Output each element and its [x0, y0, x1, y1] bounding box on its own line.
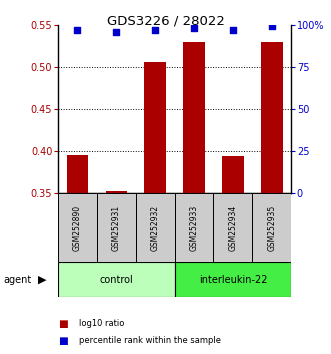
Bar [58, 262, 174, 297]
Text: interleukin-22: interleukin-22 [199, 275, 267, 285]
Bar [144, 62, 166, 193]
Text: GSM252933: GSM252933 [190, 204, 199, 251]
Text: GSM252932: GSM252932 [151, 204, 160, 251]
Point [153, 27, 158, 33]
Text: GSM252890: GSM252890 [73, 204, 82, 251]
Bar [67, 155, 88, 193]
Text: ■: ■ [58, 319, 68, 329]
Bar [183, 42, 205, 193]
Text: ▶: ▶ [38, 275, 47, 285]
Point [269, 24, 274, 29]
Text: ■: ■ [58, 336, 68, 346]
Bar [97, 193, 136, 262]
Bar [261, 42, 283, 193]
Bar [136, 193, 174, 262]
Point [114, 29, 119, 34]
Text: GSM252935: GSM252935 [267, 204, 276, 251]
Bar [222, 156, 244, 193]
Text: percentile rank within the sample: percentile rank within the sample [79, 336, 221, 345]
Bar [213, 193, 252, 262]
Bar [58, 193, 97, 262]
Point [191, 25, 197, 31]
Text: agent: agent [3, 275, 31, 285]
Point [230, 27, 236, 33]
Text: GSM252934: GSM252934 [228, 204, 237, 251]
Bar [174, 262, 291, 297]
Text: control: control [99, 275, 133, 285]
Text: GDS3226 / 28022: GDS3226 / 28022 [107, 15, 224, 28]
Bar [106, 191, 127, 193]
Bar [174, 193, 213, 262]
Point [75, 27, 80, 33]
Text: log10 ratio: log10 ratio [79, 319, 125, 329]
Bar [252, 193, 291, 262]
Text: GSM252931: GSM252931 [112, 204, 121, 251]
